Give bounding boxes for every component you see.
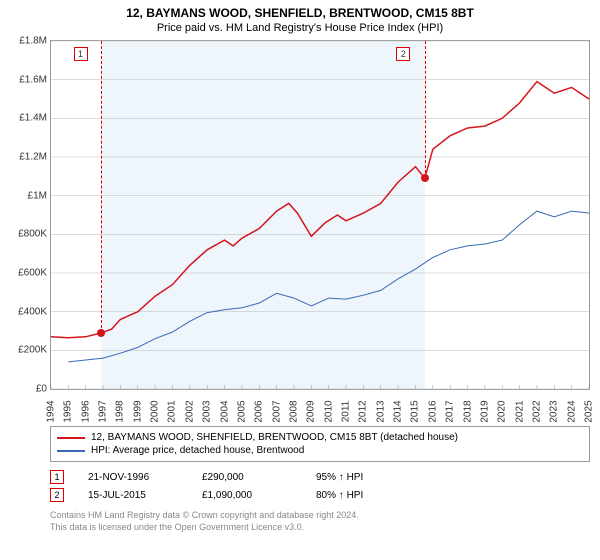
legend: 12, BAYMANS WOOD, SHENFIELD, BRENTWOOD, …: [50, 426, 590, 462]
transaction-marker: 1: [50, 470, 64, 484]
transaction-price: £1,090,000: [202, 490, 292, 501]
y-axis-label: £1.4M: [3, 113, 47, 124]
chart-svg: [51, 41, 589, 389]
y-axis-label: £600K: [3, 268, 47, 279]
x-axis-label: 1998: [115, 400, 126, 422]
marker-dot: [97, 329, 105, 337]
transaction-row: 2 15-JUL-2015 £1,090,000 80% ↑ HPI: [50, 486, 590, 504]
transaction-ratio: 95% ↑ HPI: [316, 472, 363, 483]
x-axis-label: 2007: [271, 400, 282, 422]
y-axis-label: £1.8M: [3, 36, 47, 47]
x-axis-label: 2018: [462, 400, 473, 422]
x-axis-label: 2025: [584, 400, 595, 422]
footer: Contains HM Land Registry data © Crown c…: [50, 510, 590, 533]
y-axis-label: £1.6M: [3, 74, 47, 85]
legend-text: 12, BAYMANS WOOD, SHENFIELD, BRENTWOOD, …: [91, 432, 458, 443]
legend-swatch: [57, 450, 85, 452]
x-axis-label: 2023: [549, 400, 560, 422]
chart-subtitle: Price paid vs. HM Land Registry's House …: [0, 20, 600, 40]
y-axis-label: £200K: [3, 345, 47, 356]
x-axis-label: 2006: [254, 400, 265, 422]
x-axis-label: 2012: [358, 400, 369, 422]
y-axis-label: £1M: [3, 190, 47, 201]
x-axis-label: 2021: [514, 400, 525, 422]
x-axis-label: 2024: [566, 400, 577, 422]
x-axis-label: 2001: [167, 400, 178, 422]
legend-item: HPI: Average price, detached house, Bren…: [57, 444, 583, 457]
x-axis-label: 2008: [288, 400, 299, 422]
x-axis-label: 1996: [80, 400, 91, 422]
transaction-date: 21-NOV-1996: [88, 472, 178, 483]
x-axis-label: 2019: [479, 400, 490, 422]
x-axis-label: 2020: [497, 400, 508, 422]
y-axis-label: £400K: [3, 306, 47, 317]
marker-label-box: 2: [396, 47, 410, 61]
x-axis-label: 1994: [46, 400, 57, 422]
x-axis-label: 2022: [531, 400, 542, 422]
transaction-price: £290,000: [202, 472, 292, 483]
x-axis-label: 1999: [132, 400, 143, 422]
marker-vline: [101, 41, 102, 333]
x-axis-label: 1997: [98, 400, 109, 422]
transaction-marker: 2: [50, 488, 64, 502]
footer-line-2: This data is licensed under the Open Gov…: [50, 522, 590, 534]
y-axis-label: £800K: [3, 229, 47, 240]
x-axis-label: 2013: [375, 400, 386, 422]
legend-item: 12, BAYMANS WOOD, SHENFIELD, BRENTWOOD, …: [57, 431, 583, 444]
x-axis-label: 2010: [323, 400, 334, 422]
footer-line-1: Contains HM Land Registry data © Crown c…: [50, 510, 590, 522]
chart-title: 12, BAYMANS WOOD, SHENFIELD, BRENTWOOD, …: [0, 0, 600, 20]
transaction-row: 1 21-NOV-1996 £290,000 95% ↑ HPI: [50, 468, 590, 486]
x-axis-label: 2016: [427, 400, 438, 422]
transaction-ratio: 80% ↑ HPI: [316, 490, 363, 501]
x-axis-label: 2014: [393, 400, 404, 422]
x-axis-label: 2003: [202, 400, 213, 422]
x-axis-label: 2011: [341, 401, 352, 423]
x-axis-label: 2000: [150, 400, 161, 422]
legend-swatch: [57, 437, 85, 439]
x-axis-label: 1995: [63, 400, 74, 422]
legend-text: HPI: Average price, detached house, Bren…: [91, 445, 304, 456]
x-axis-label: 2009: [306, 400, 317, 422]
transaction-date: 15-JUL-2015: [88, 490, 178, 501]
marker-vline: [425, 41, 426, 178]
transaction-table: 1 21-NOV-1996 £290,000 95% ↑ HPI 2 15-JUL-201…: [50, 468, 590, 504]
chart-plot-area: £0£200K£400K£600K£800K£1M£1.2M£1.4M£1.6M…: [50, 40, 590, 390]
x-axis-label: 2017: [445, 400, 456, 422]
x-axis-label: 2004: [219, 400, 230, 422]
x-axis-label: 2002: [184, 400, 195, 422]
marker-label-box: 1: [74, 47, 88, 61]
marker-dot: [421, 174, 429, 182]
y-axis-label: £1.2M: [3, 152, 47, 163]
x-axis-label: 2005: [236, 400, 247, 422]
y-axis-label: £0: [3, 384, 47, 395]
x-axis-label: 2015: [410, 400, 421, 422]
